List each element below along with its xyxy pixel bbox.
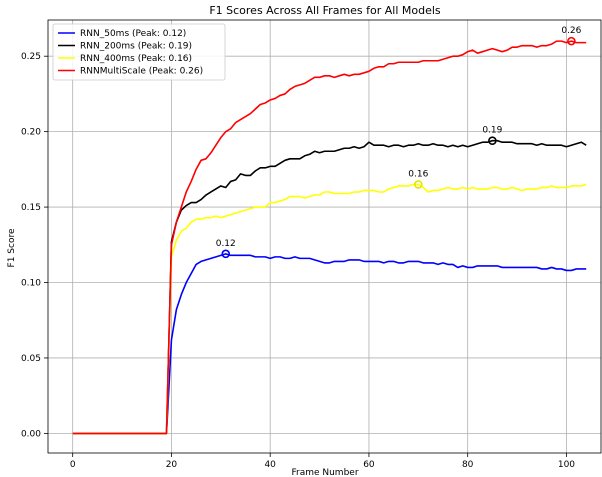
legend: RNN_50ms (Peak: 0.12) RNN_200ms (Peak: 0.… — [52, 23, 226, 81]
y-tick-label: 0.05 — [21, 354, 41, 364]
chart-title: F1 Scores Across All Frames for All Mode… — [209, 4, 441, 17]
x-tick-label: 100 — [558, 460, 575, 470]
legend-entry-0: RNN_50ms (Peak: 0.12) — [80, 29, 186, 39]
peak-marker-0 — [221, 249, 231, 259]
y-axis-title: F1 Score — [7, 228, 17, 267]
tick-layer: 0 20 40 60 80 100 0.00 0.05 0.10 0.15 0.20 0.25 — [21, 52, 575, 470]
x-tick-label: 80 — [462, 460, 474, 470]
peak-label-0: 0.12 — [216, 239, 236, 249]
series-line-0 — [72, 253, 587, 435]
y-tick-label: 0.15 — [21, 203, 41, 213]
peak-marker-3 — [567, 36, 576, 46]
legend-box — [52, 23, 226, 81]
peak-label-2: 0.16 — [408, 169, 428, 179]
peak-label-1: 0.19 — [482, 126, 502, 136]
legend-entry-3: RNNMultiScale (Peak: 0.26) — [80, 67, 203, 77]
x-tick-label: 60 — [363, 460, 375, 470]
y-tick-label: 0.20 — [21, 128, 41, 138]
series-line-1 — [72, 139, 587, 435]
legend-entry-2: RNN_400ms (Peak: 0.16) — [80, 54, 192, 64]
grid-layer — [48, 20, 601, 453]
peak-marker-2 — [414, 180, 423, 189]
x-axis-title: Frame Number — [291, 468, 358, 477]
peak-marker-1 — [488, 136, 497, 145]
x-tick-label: 20 — [166, 460, 178, 470]
y-tick-label: 0.00 — [21, 429, 41, 439]
series-layer — [72, 40, 587, 435]
x-tick-label: 0 — [70, 460, 76, 470]
y-tick-label: 0.10 — [21, 279, 41, 289]
plot-frame — [47, 19, 602, 454]
y-tick-label: 0.25 — [21, 52, 41, 62]
series-line-2 — [72, 183, 587, 435]
peak-layer: 0.12 0.19 0.16 0.26 — [216, 26, 582, 259]
peak-label-3: 0.26 — [561, 26, 581, 36]
series-line-3 — [72, 40, 587, 435]
x-tick-label: 40 — [264, 460, 276, 470]
legend-entry-1: RNN_200ms (Peak: 0.19) — [80, 42, 192, 52]
